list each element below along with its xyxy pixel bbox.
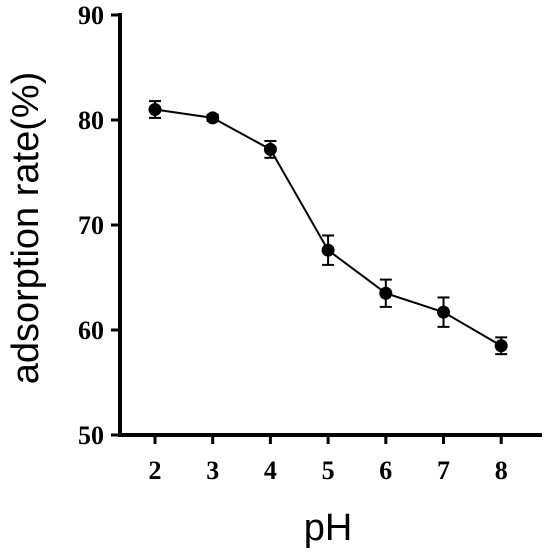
y-tick-label: 70 bbox=[78, 211, 104, 240]
y-tick-label: 90 bbox=[78, 1, 104, 30]
data-point bbox=[437, 305, 450, 319]
series-group bbox=[148, 100, 508, 356]
y-tick-label: 80 bbox=[78, 106, 104, 135]
x-tick-label: 8 bbox=[495, 456, 508, 485]
y-axis-title: adsorption rate(%) bbox=[5, 72, 47, 385]
y-tick-label: 50 bbox=[78, 421, 104, 450]
x-tick-label: 3 bbox=[206, 456, 219, 485]
data-point bbox=[263, 142, 277, 156]
axes bbox=[118, 13, 542, 437]
data-point bbox=[148, 103, 162, 116]
data-point bbox=[494, 339, 508, 353]
x-tick-label: 7 bbox=[437, 456, 450, 485]
x-tick-label: 4 bbox=[264, 456, 277, 485]
x-axis-ticks: 2 3 4 5 6 7 8 bbox=[149, 435, 508, 485]
x-tick-label: 5 bbox=[322, 456, 335, 485]
data-point bbox=[379, 286, 393, 300]
y-tick-label: 60 bbox=[78, 316, 104, 345]
data-point bbox=[206, 111, 220, 125]
x-axis-title: pH bbox=[304, 507, 353, 549]
x-tick-label: 6 bbox=[379, 456, 392, 485]
y-axis-ticks: 50 60 70 80 90 bbox=[78, 1, 120, 450]
data-point bbox=[321, 243, 335, 257]
x-tick-label: 2 bbox=[149, 456, 162, 485]
